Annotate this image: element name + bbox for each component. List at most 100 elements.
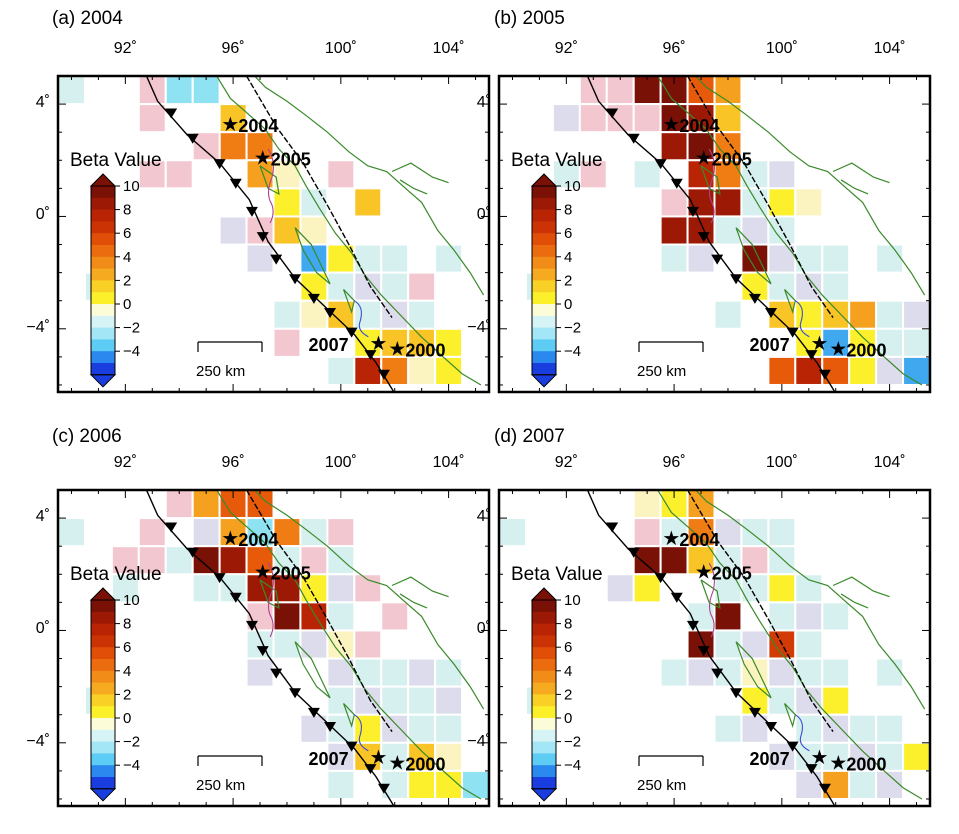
grid-cell <box>499 517 527 548</box>
grid-cell <box>191 131 221 162</box>
earthquake-label: 2007 <box>309 749 349 769</box>
coastline <box>656 76 923 386</box>
grid-cell <box>58 76 86 106</box>
grid-cell <box>578 103 608 134</box>
grid-cell <box>380 657 410 688</box>
earthquake-label: 2000 <box>405 340 445 360</box>
earthquake-label: 2000 <box>846 340 886 360</box>
trench-triangle <box>606 108 619 119</box>
map-panel-2004: (a) 2004 Beta Value 10 8 6 4 2 0 −2 −4 250 km ★ 200… <box>0 0 491 420</box>
grid-cell <box>272 299 302 330</box>
grid-cell <box>632 573 662 604</box>
grid-cell <box>272 215 302 246</box>
grid-cell <box>218 131 248 162</box>
coastline <box>700 579 721 610</box>
grid-cell <box>659 243 689 274</box>
trench-triangle <box>345 741 358 752</box>
trench-triangle <box>270 254 283 265</box>
colorbar-tick-label: 2 <box>123 686 131 703</box>
earthquake-star: ★ <box>388 752 406 774</box>
grid-cell <box>245 545 275 576</box>
fault-line <box>245 76 393 318</box>
colorbar-tick-label: 8 <box>564 616 572 633</box>
scale-bar <box>197 755 263 766</box>
coastline <box>215 76 482 386</box>
grid-cell <box>380 601 410 632</box>
grid-cell <box>713 76 743 106</box>
grid-cell <box>407 271 437 302</box>
trench-triangle <box>289 688 302 699</box>
grid-cell <box>272 327 302 358</box>
grid-cell <box>821 243 851 274</box>
latitude-label: 4˚ <box>476 94 491 112</box>
trench-triangle <box>711 254 724 265</box>
grid-cell <box>713 299 743 330</box>
grid-cell <box>164 490 194 520</box>
coastline <box>342 289 355 315</box>
panel-title: (b) 2005 <box>494 8 565 29</box>
grid-cell <box>821 601 851 632</box>
grid-cell <box>794 629 824 660</box>
coastline <box>783 289 796 315</box>
grid-cell <box>740 545 770 576</box>
trench-triangle <box>186 547 199 558</box>
grid-cell <box>137 545 167 576</box>
grid-cell <box>713 601 743 632</box>
trench-triangle <box>377 783 390 794</box>
trench-triangle <box>307 707 320 718</box>
grid-cell <box>821 713 851 744</box>
grid-cell <box>245 243 275 274</box>
trench-triangle <box>805 350 818 361</box>
earthquake-label: 2007 <box>750 335 790 355</box>
grid-cell <box>326 159 356 190</box>
fault-line <box>686 76 834 318</box>
earthquake-label: 2005 <box>712 149 752 169</box>
rupture-contour <box>708 562 715 638</box>
grid-cell <box>767 517 797 548</box>
trench-triangle <box>364 764 377 775</box>
coastline <box>342 703 355 729</box>
rupture-contour <box>267 562 274 638</box>
grid-cell <box>686 629 716 660</box>
trench-triangle <box>786 327 799 338</box>
trench-triangle <box>270 668 283 679</box>
latitude-label: 0˚ <box>35 620 50 638</box>
grid-cell <box>434 243 464 274</box>
longitude-label: 100˚ <box>765 454 798 471</box>
longitude-label: 96˚ <box>221 454 245 471</box>
grid-cell <box>740 215 770 246</box>
earthquake-star: ★ <box>829 338 847 360</box>
grid-cell <box>632 76 662 106</box>
colorbar-tick-label: 6 <box>123 639 131 656</box>
trench-triangle <box>765 721 778 732</box>
grid-cell <box>326 355 356 386</box>
earthquake-star: ★ <box>254 561 272 583</box>
fault-line <box>686 490 834 732</box>
coastline <box>259 165 280 196</box>
colorbar-tick-label: 0 <box>564 296 572 313</box>
longitude-label: 100˚ <box>765 40 798 57</box>
grid-cell <box>434 713 464 744</box>
longitude-label: 96˚ <box>662 454 686 471</box>
trench-triangle <box>730 274 743 285</box>
colorbar-tick-label: 10 <box>564 592 581 609</box>
coastline <box>840 179 869 195</box>
coastline <box>832 162 890 184</box>
grid-cell <box>407 355 437 386</box>
grid-cell <box>848 355 878 386</box>
grid-cell <box>875 713 905 744</box>
trench-triangle <box>686 206 699 217</box>
earthquake-label: 2007 <box>750 749 790 769</box>
colorbar-tick-label: 0 <box>123 296 131 313</box>
grid-cell <box>245 657 275 688</box>
grid-cell <box>272 187 302 218</box>
trench-triangle <box>307 293 320 304</box>
grid-cell <box>272 601 302 632</box>
latitude-label: −4˚ <box>26 732 50 750</box>
grid-cell <box>632 103 662 134</box>
trench-triangle <box>654 573 667 584</box>
longitude-label: 92˚ <box>554 40 578 57</box>
scale-bar-label: 250 km <box>637 777 686 794</box>
